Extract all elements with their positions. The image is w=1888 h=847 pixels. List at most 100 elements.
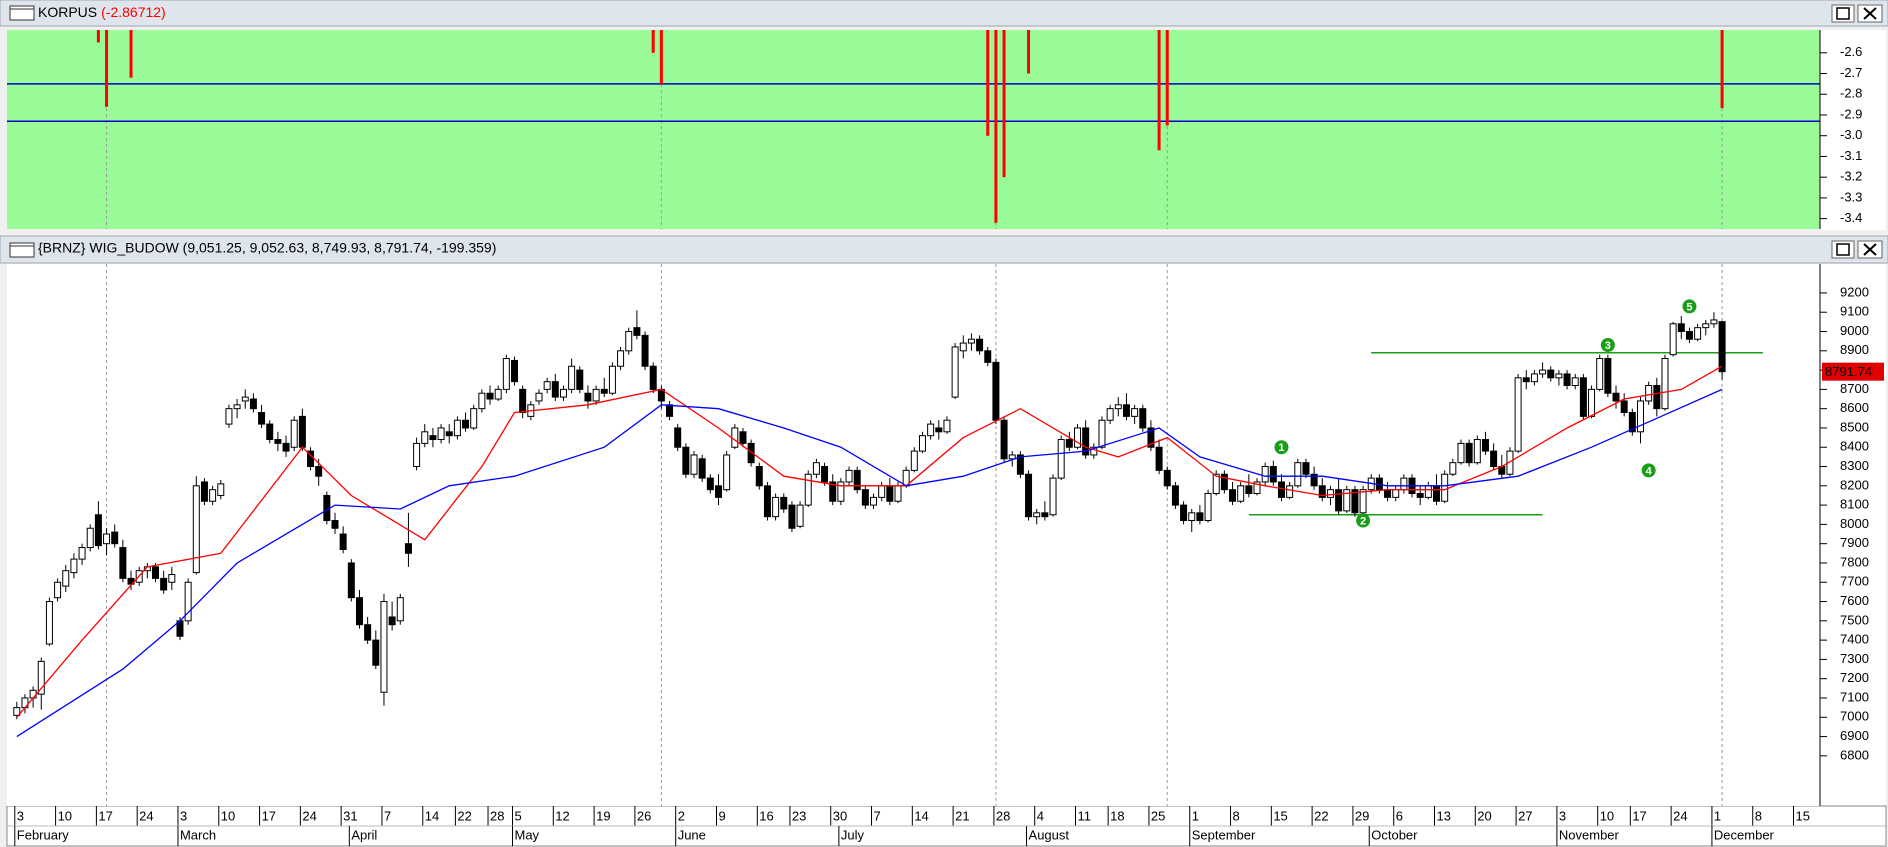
candle-body: [918, 435, 926, 452]
y-tick-label: 8100: [1840, 497, 1869, 512]
candle-body: [184, 581, 192, 622]
candle-body: [747, 442, 755, 464]
candle-body: [698, 458, 706, 479]
candle-body: [519, 388, 527, 414]
candle-body: [608, 365, 616, 394]
candle-body: [1596, 358, 1604, 390]
candle-body: [633, 327, 641, 336]
candle-body: [1286, 485, 1294, 498]
candle-body: [1424, 485, 1432, 498]
x-tick-label: 17: [262, 808, 276, 823]
wave-marker: [1600, 338, 1615, 353]
candle-body: [763, 485, 771, 518]
candle-body: [772, 496, 780, 518]
x-tick-label: 14: [425, 808, 439, 823]
month-label: November: [1559, 827, 1620, 842]
y-tick-label: 7300: [1840, 651, 1869, 666]
x-tick-label: 21: [955, 808, 969, 823]
month-label: October: [1371, 827, 1418, 842]
y-tick-label: 7600: [1840, 593, 1869, 608]
candle-body: [396, 597, 404, 622]
candle-body: [298, 415, 306, 448]
wave-marker: [1682, 299, 1697, 314]
close-button[interactable]: [1857, 240, 1883, 259]
candle-body: [339, 533, 347, 550]
y-tick-label: -3.3: [1840, 189, 1862, 204]
candle-body: [1465, 442, 1473, 464]
candle-body: [1481, 439, 1489, 452]
candle-body: [1294, 462, 1302, 487]
y-tick-label: 8500: [1840, 419, 1869, 434]
candle-body: [119, 547, 127, 579]
x-tick-label: 8: [1233, 808, 1240, 823]
candle-body: [1612, 392, 1620, 402]
candle-body: [543, 381, 551, 390]
candle-body: [200, 481, 208, 502]
last-price-box: [1822, 362, 1884, 381]
candle-body: [1163, 469, 1171, 487]
maximize-button[interactable]: [1831, 4, 1855, 23]
x-tick-label: 23: [792, 808, 806, 823]
y-tick-label: 9100: [1840, 304, 1869, 319]
candle-body: [1016, 454, 1024, 475]
candle-body: [511, 359, 519, 383]
candle-body: [1074, 427, 1082, 448]
x-tick-label: 24: [139, 808, 153, 823]
y-tick-label: 6800: [1840, 747, 1869, 762]
candle-body: [780, 496, 788, 510]
candle-body: [1000, 419, 1008, 460]
candle-body: [1114, 404, 1122, 410]
x-tick-label: 2: [678, 808, 685, 823]
month-label: December: [1714, 827, 1775, 842]
maximize-button[interactable]: [1831, 240, 1855, 259]
close-button[interactable]: [1857, 4, 1883, 23]
y-tick-label: 8600: [1840, 400, 1869, 415]
plot-background: [7, 30, 1820, 229]
candle-body: [1433, 485, 1441, 502]
candle-body: [861, 489, 869, 506]
x-tick-label: 1: [1192, 808, 1199, 823]
candle-body: [535, 392, 543, 402]
wave-marker: [1356, 513, 1371, 528]
y-tick-label: 6900: [1840, 728, 1869, 743]
candle-body: [429, 435, 437, 441]
candle-body: [755, 466, 763, 487]
candle-body: [266, 423, 274, 441]
candle-body: [1277, 481, 1285, 498]
candle-body: [78, 547, 86, 560]
x-tick-label: 31: [343, 808, 357, 823]
candle-body: [1555, 373, 1563, 379]
candle-body: [641, 334, 649, 367]
candle-body: [364, 624, 372, 641]
candle-body: [1530, 373, 1538, 383]
panel-title: {BRNZ} WIG_BUDOW (9,051.25, 9,052.63, 8,…: [38, 240, 496, 256]
candle-body: [804, 473, 812, 506]
x-tick-label: 3: [1559, 808, 1566, 823]
candle-body: [682, 446, 690, 475]
candle-body: [1204, 493, 1212, 522]
panel-title: KORPUS: [38, 4, 97, 20]
candle-body: [1343, 489, 1351, 512]
candle-body: [1269, 466, 1277, 483]
panel-title-value: (-2.86712): [101, 4, 166, 20]
wave-label: 3: [1605, 340, 1611, 352]
candle-body: [486, 392, 494, 400]
candle-body: [168, 574, 176, 583]
chart-layer: -2.6-2.7-2.8-2.9-3.0-3.1-3.2-3.3-3.41234…: [7, 30, 1886, 846]
candle-body: [821, 466, 829, 483]
candle-body: [233, 404, 241, 410]
candle-body: [1661, 358, 1669, 410]
candle-body: [943, 419, 951, 433]
x-tick-label: 19: [596, 808, 610, 823]
candle-body: [845, 469, 853, 483]
y-tick-label: 7900: [1840, 535, 1869, 550]
candle-body: [470, 408, 478, 429]
wave-label: 1: [1278, 442, 1284, 454]
y-tick-label: 7000: [1840, 709, 1869, 724]
candle-body: [568, 365, 576, 390]
candle-body: [935, 427, 943, 433]
candle-body: [241, 396, 249, 402]
candle-body: [437, 427, 445, 441]
y-tick-label: 8200: [1840, 477, 1869, 492]
